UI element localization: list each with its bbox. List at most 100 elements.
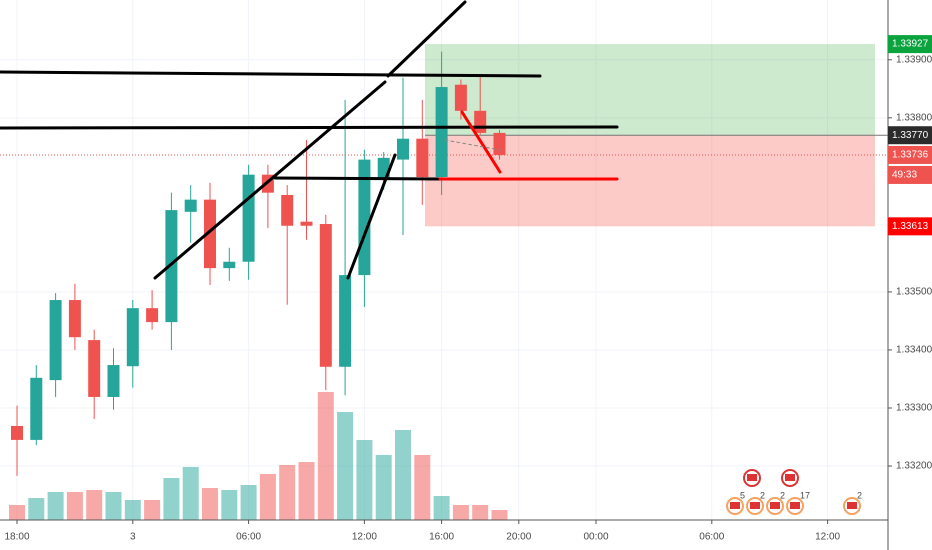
candle-body bbox=[397, 138, 409, 160]
last-price-label: 1.33736 bbox=[892, 150, 929, 161]
event-count: 2 bbox=[780, 490, 785, 500]
trend-line bbox=[386, 0, 467, 78]
candle-body bbox=[435, 87, 448, 178]
trend-line bbox=[0, 70, 542, 78]
candle-body bbox=[165, 210, 178, 323]
candle-body bbox=[204, 199, 216, 269]
entry-label-bg bbox=[888, 126, 932, 145]
events: 5 2 2 17 2 bbox=[726, 469, 862, 515]
candle-body bbox=[416, 138, 429, 178]
volume-bar bbox=[163, 478, 180, 520]
volume-bar bbox=[202, 488, 218, 520]
trend-line bbox=[273, 176, 442, 181]
trend-line bbox=[460, 110, 502, 174]
candle-body bbox=[107, 365, 120, 397]
stop-label-bg bbox=[888, 217, 932, 236]
candle-body bbox=[68, 300, 81, 338]
candle-body bbox=[474, 110, 487, 133]
x-tick-label: 06:00 bbox=[699, 532, 724, 543]
volume-bar bbox=[9, 505, 25, 520]
volume-bar bbox=[472, 505, 489, 520]
volume-bar bbox=[298, 462, 315, 520]
candle-body bbox=[319, 224, 332, 367]
candle-body bbox=[88, 340, 101, 397]
x-tick-label: 18:00 bbox=[4, 532, 29, 543]
x-tick-label: 16:00 bbox=[429, 532, 454, 543]
candle-body bbox=[30, 377, 43, 440]
event-count: 17 bbox=[800, 490, 810, 500]
candle-body bbox=[146, 308, 159, 323]
candle-body bbox=[184, 199, 197, 212]
event-flag bbox=[770, 502, 780, 509]
candle-body bbox=[11, 425, 23, 440]
volume-bar bbox=[337, 412, 354, 520]
target-label-bg bbox=[888, 35, 932, 54]
volume-bar bbox=[279, 465, 296, 520]
y-tick-label: 1.33800 bbox=[896, 112, 932, 123]
event-count: 2 bbox=[857, 490, 862, 500]
volume-bar bbox=[105, 492, 122, 520]
event-flag bbox=[785, 474, 795, 481]
event-count: 5 bbox=[740, 490, 745, 500]
volume-bar bbox=[395, 430, 411, 520]
projection-line bbox=[444, 139, 501, 151]
volume-bar bbox=[28, 498, 45, 520]
volume-bar bbox=[356, 440, 373, 520]
volume-bar bbox=[317, 392, 334, 520]
volume-bar bbox=[221, 490, 238, 520]
countdown-label-bg bbox=[888, 165, 932, 184]
x-tick-label: 12:00 bbox=[352, 532, 377, 543]
candles bbox=[11, 51, 506, 476]
price-axis bbox=[888, 0, 932, 550]
event-flag bbox=[847, 502, 857, 509]
event-flag bbox=[747, 474, 757, 481]
x-tick-label: 00:00 bbox=[583, 532, 608, 543]
profit-zone bbox=[425, 44, 875, 136]
countdown-label: 49:33 bbox=[892, 170, 917, 181]
volume-bar bbox=[433, 496, 450, 520]
y-tick-label: 1.33200 bbox=[896, 461, 932, 472]
candle-body bbox=[454, 84, 467, 111]
event-flag bbox=[790, 502, 800, 509]
trend-line bbox=[153, 80, 387, 280]
candle-body bbox=[339, 275, 352, 367]
event-flag bbox=[750, 502, 760, 509]
y-tick-label: 1.33300 bbox=[896, 403, 932, 414]
volume-bar bbox=[414, 455, 431, 520]
target-label: 1.33927 bbox=[892, 39, 929, 50]
y-tick-label: 1.33900 bbox=[896, 54, 932, 65]
last-price-label-bg bbox=[888, 145, 932, 164]
candle-body bbox=[242, 174, 255, 262]
stop-label: 1.33613 bbox=[892, 221, 929, 232]
x-tick-label: 12:00 bbox=[815, 532, 840, 543]
candle-body bbox=[300, 221, 313, 226]
volume-bar bbox=[47, 492, 64, 520]
volume-bar bbox=[144, 500, 161, 520]
volume-bar bbox=[259, 474, 276, 520]
volume-bar bbox=[86, 490, 103, 520]
drawings bbox=[0, 0, 619, 280]
volume-bar bbox=[124, 500, 141, 520]
x-tick-label: 20:00 bbox=[506, 532, 531, 543]
candle-body bbox=[358, 159, 371, 276]
volume-pane bbox=[9, 392, 508, 520]
trend-line bbox=[346, 153, 397, 280]
candle-body bbox=[493, 132, 506, 155]
axes: 1.33900 1.33800 1.33500 1.33400 1.33300 1.332… bbox=[4, 35, 932, 543]
volume-bar bbox=[240, 485, 257, 520]
candle-body bbox=[126, 308, 139, 367]
volume-bar bbox=[182, 467, 199, 520]
volume-bar bbox=[375, 455, 392, 520]
volume-bar bbox=[452, 505, 469, 520]
candle-body bbox=[49, 300, 62, 381]
event-count: 2 bbox=[760, 490, 765, 500]
y-tick-label: 1.33400 bbox=[896, 345, 932, 356]
entry-label: 1.33770 bbox=[892, 130, 929, 141]
y-tick-label: 1.33500 bbox=[896, 287, 932, 298]
x-tick-label: 06:00 bbox=[236, 532, 261, 543]
candle-body bbox=[223, 261, 236, 269]
volume-bar bbox=[66, 492, 83, 520]
trend-line bbox=[0, 125, 619, 130]
candle-body bbox=[281, 195, 294, 226]
